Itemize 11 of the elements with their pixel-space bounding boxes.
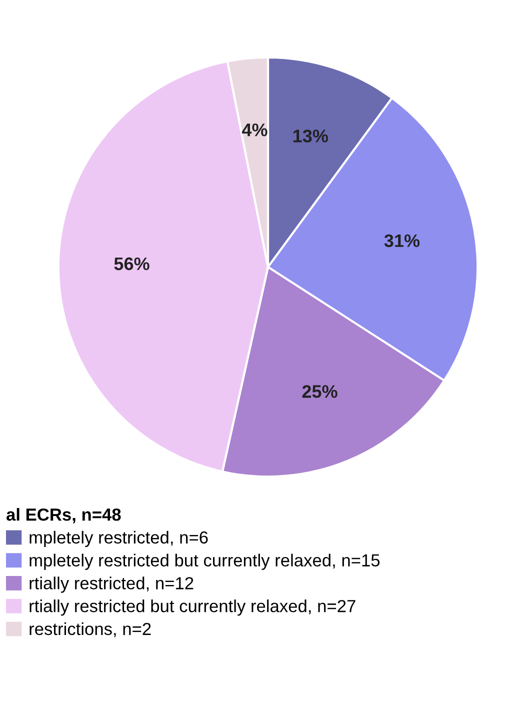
legend-label: mpletely restricted, n=6: [30, 530, 208, 548]
legend-label: rtially restricted, n=12: [30, 576, 194, 593]
data-label: 25%: [302, 385, 338, 398]
data-label: 13%: [293, 130, 328, 142]
data-label: 4%: [242, 124, 268, 136]
legend-label: restrictions, n=2: [30, 622, 151, 638]
legend-title: al ECRs, n=48: [6, 508, 121, 524]
legend-label: rtially restricted but currently relaxed, n=27: [30, 599, 356, 616]
data-label: 56%: [114, 257, 150, 270]
data-label: 31%: [384, 234, 420, 248]
legend-label: mpletely restricted but currently relaxed, n=15: [30, 554, 380, 570]
